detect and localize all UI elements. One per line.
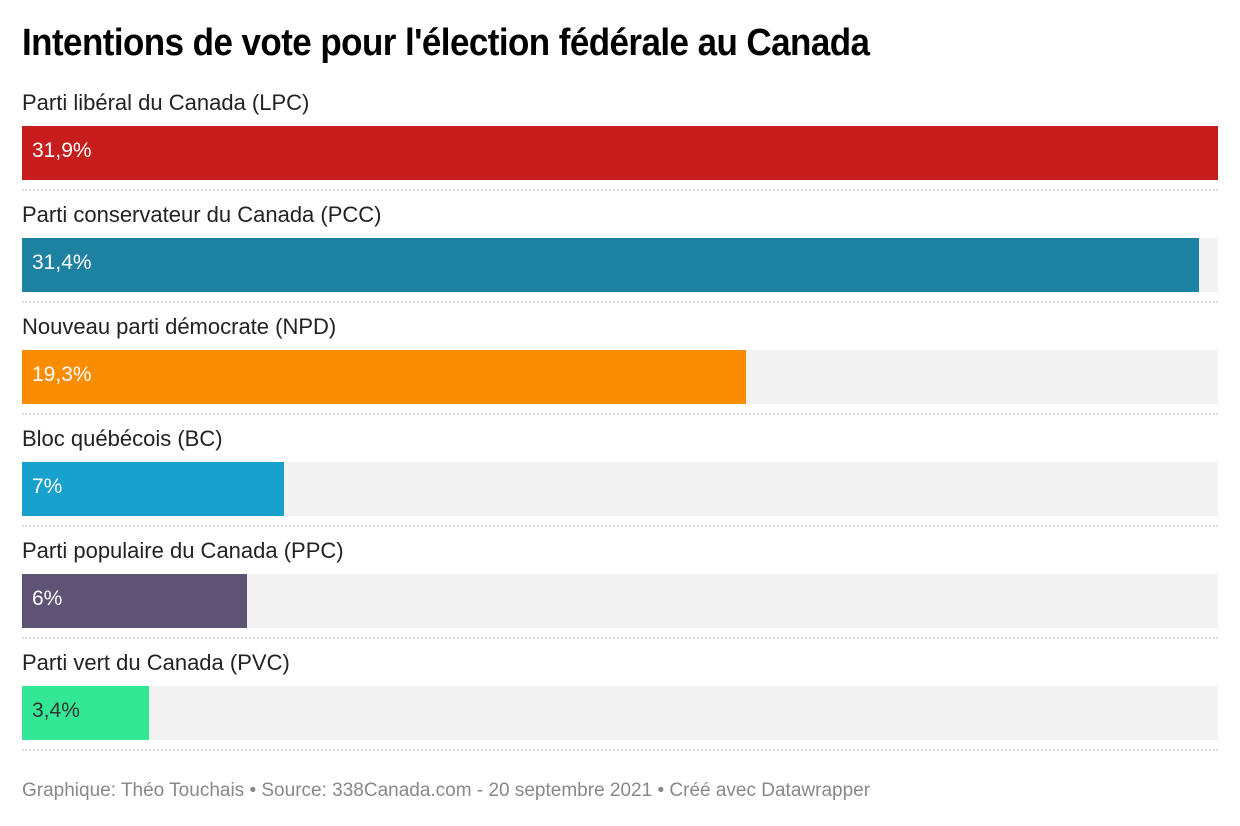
- row-separator: [22, 749, 1218, 751]
- bar: [22, 126, 1218, 180]
- bar: [22, 574, 247, 628]
- category-label: Parti populaire du Canada (PPC): [22, 538, 344, 563]
- bar-track: 31,4%: [22, 238, 1218, 292]
- bar-row: Bloc québécois (BC) 7%: [22, 424, 1218, 536]
- bar: [22, 686, 149, 740]
- data-label: 19,3%: [32, 363, 92, 386]
- bar-track: 3,4%: [22, 686, 1218, 740]
- bar: [22, 238, 1199, 292]
- chart-footer: Graphique: Théo Touchais • Source: 338Ca…: [22, 780, 871, 801]
- bar: [22, 462, 284, 516]
- bar-row: Parti vert du Canada (PVC) 3,4%: [22, 648, 1218, 760]
- row-separator: [22, 525, 1218, 527]
- row-separator: [22, 637, 1218, 639]
- category-label: Parti conservateur du Canada (PCC): [22, 202, 382, 227]
- category-label: Parti vert du Canada (PVC): [22, 650, 290, 675]
- category-label: Bloc québécois (BC): [22, 426, 223, 451]
- row-separator: [22, 301, 1218, 303]
- row-separator: [22, 189, 1218, 191]
- bar-chart: Parti libéral du Canada (LPC) 31,9% Parti …: [22, 88, 1218, 760]
- bar-row: Parti libéral du Canada (LPC) 31,9%: [22, 88, 1218, 200]
- bar-track: 31,9%: [22, 126, 1218, 180]
- row-separator: [22, 413, 1218, 415]
- bar: [22, 350, 746, 404]
- data-label: 6%: [32, 587, 63, 610]
- bar-track: 7%: [22, 462, 1218, 516]
- data-label: 31,4%: [32, 251, 92, 274]
- bar-track: 6%: [22, 574, 1218, 628]
- bar-row: Parti populaire du Canada (PPC) 6%: [22, 536, 1218, 648]
- bar-row: Nouveau parti démocrate (NPD) 19,3%: [22, 312, 1218, 424]
- bar-track: 19,3%: [22, 350, 1218, 404]
- category-label: Nouveau parti démocrate (NPD): [22, 314, 337, 339]
- bar-row: Parti conservateur du Canada (PCC) 31,4%: [22, 200, 1218, 312]
- category-label: Parti libéral du Canada (LPC): [22, 90, 310, 115]
- data-label: 31,9%: [32, 139, 92, 162]
- data-label: 7%: [32, 475, 63, 498]
- chart-title: Intentions de vote pour l'élection fédér…: [22, 22, 870, 64]
- data-label: 3,4%: [32, 699, 80, 722]
